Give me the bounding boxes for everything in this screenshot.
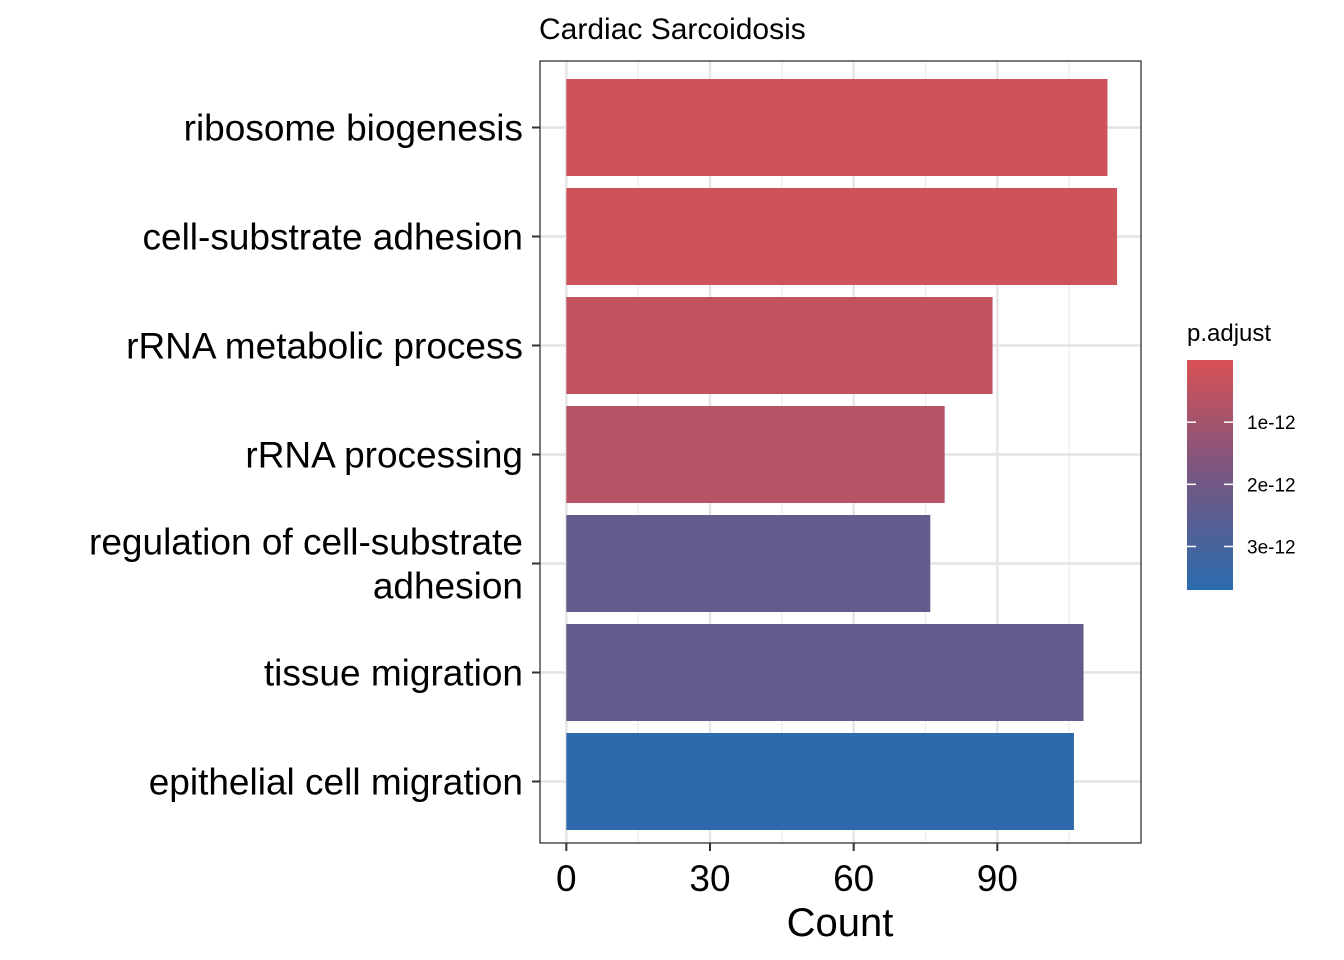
y-tick-label: adhesion <box>373 566 523 607</box>
x-tick-label: 90 <box>977 858 1018 899</box>
bar <box>566 406 945 503</box>
x-axis: 0 30 60 90 <box>556 843 1018 899</box>
y-tick-label: rRNA metabolic process <box>126 326 523 367</box>
legend-tick-label: 2e-12 <box>1247 475 1296 496</box>
bar <box>566 515 931 612</box>
bar <box>566 733 1074 830</box>
plot-panel-border <box>539 60 1142 844</box>
y-tick-label: cell-substrate adhesion <box>143 217 524 258</box>
y-tick-label: ribosome biogenesis <box>184 108 523 149</box>
y-axis: ribosome biogenesis cell-substrate adhesi… <box>89 108 540 803</box>
legend-tick-label: 1e-12 <box>1247 413 1296 434</box>
bar <box>566 624 1084 721</box>
bar <box>566 188 1118 285</box>
legend-tick-label: 3e-12 <box>1247 537 1296 558</box>
color-legend: p.adjust 1e-12 2e-12 3e-12 <box>1187 320 1296 590</box>
x-axis-title: Count <box>787 901 894 945</box>
y-tick-label: rRNA processing <box>245 435 523 476</box>
chart-title: Cardiac Sarcoidosis <box>539 13 806 46</box>
bar <box>566 297 993 394</box>
x-tick-label: 30 <box>689 858 730 899</box>
y-tick-label: epithelial cell migration <box>149 762 523 803</box>
legend-ticks: 1e-12 2e-12 3e-12 <box>1187 413 1296 558</box>
legend-colorbar <box>1187 360 1233 590</box>
bars <box>566 79 1118 830</box>
bar <box>566 79 1108 176</box>
x-tick-label: 0 <box>556 858 577 899</box>
y-tick-label: regulation of cell-substrate <box>89 522 523 563</box>
legend-title: p.adjust <box>1187 320 1271 347</box>
y-tick-label: tissue migration <box>264 653 523 694</box>
x-tick-label: 60 <box>833 858 874 899</box>
